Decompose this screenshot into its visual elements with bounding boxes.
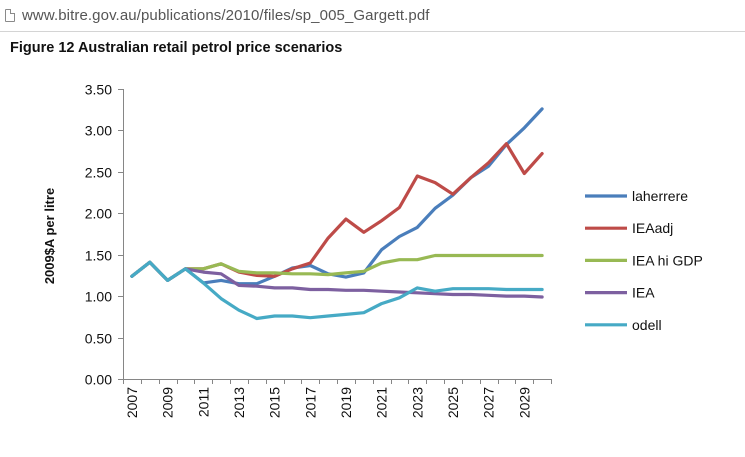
x-tick-label: 2007 <box>124 387 140 418</box>
y-tick-label: 2.50 <box>85 165 112 181</box>
y-axis-label: 2009$A per litre <box>42 188 57 284</box>
legend-label-ieaadj: IEAadj <box>632 220 673 236</box>
x-tick-label: 2029 <box>516 387 532 418</box>
x-tick-label: 2015 <box>267 387 283 418</box>
series-line-laherrere <box>130 107 544 286</box>
x-tick-label: 2021 <box>374 387 390 418</box>
x-tick-label: 2017 <box>302 387 318 418</box>
x-tick-label: 2019 <box>338 387 354 418</box>
legend-label-odell: odell <box>632 317 662 333</box>
y-tick-label: 1.50 <box>85 248 112 264</box>
chart-series <box>130 107 544 321</box>
y-tick-label: 1.00 <box>85 289 112 305</box>
x-tick-label: 2009 <box>160 387 176 418</box>
page-icon <box>5 9 15 22</box>
legend-label-laherrere: laherrere <box>632 188 688 204</box>
figure-title: Figure 12 Australian retail petrol price… <box>10 40 343 56</box>
series-line-odell <box>130 260 544 321</box>
series-line-iea-hi-gdp <box>130 253 544 282</box>
chart-legend: laherrere IEAadj IEA hi GDP IEA odell <box>585 188 703 333</box>
legend-label-iea: IEA <box>632 285 655 301</box>
x-tick-label: 2011 <box>195 387 211 417</box>
series-line-iea <box>130 260 544 299</box>
x-tick-label: 2013 <box>231 387 247 418</box>
legend-label-iea-hi-gdp: IEA hi GDP <box>632 252 703 268</box>
x-tick-label: 2025 <box>445 387 461 418</box>
url-text[interactable]: www.bitre.gov.au/publications/2010/files… <box>22 7 430 24</box>
address-bar[interactable]: www.bitre.gov.au/publications/2010/files… <box>0 0 745 32</box>
y-tick-label: 3.50 <box>85 82 112 98</box>
y-tick-label: 3.00 <box>85 123 112 139</box>
x-tick-label: 2023 <box>409 387 425 418</box>
y-tick-label: 2.00 <box>85 206 112 222</box>
chart-axes: 0.00 0.50 1.00 1.50 2.00 2.50 3.00 3.50 2007 2009… <box>85 82 552 418</box>
series-line-ieaadj <box>130 142 544 282</box>
y-tick-label: 0.50 <box>85 331 112 347</box>
y-tick-label: 0.00 <box>85 372 112 388</box>
x-tick-label: 2027 <box>481 387 497 418</box>
